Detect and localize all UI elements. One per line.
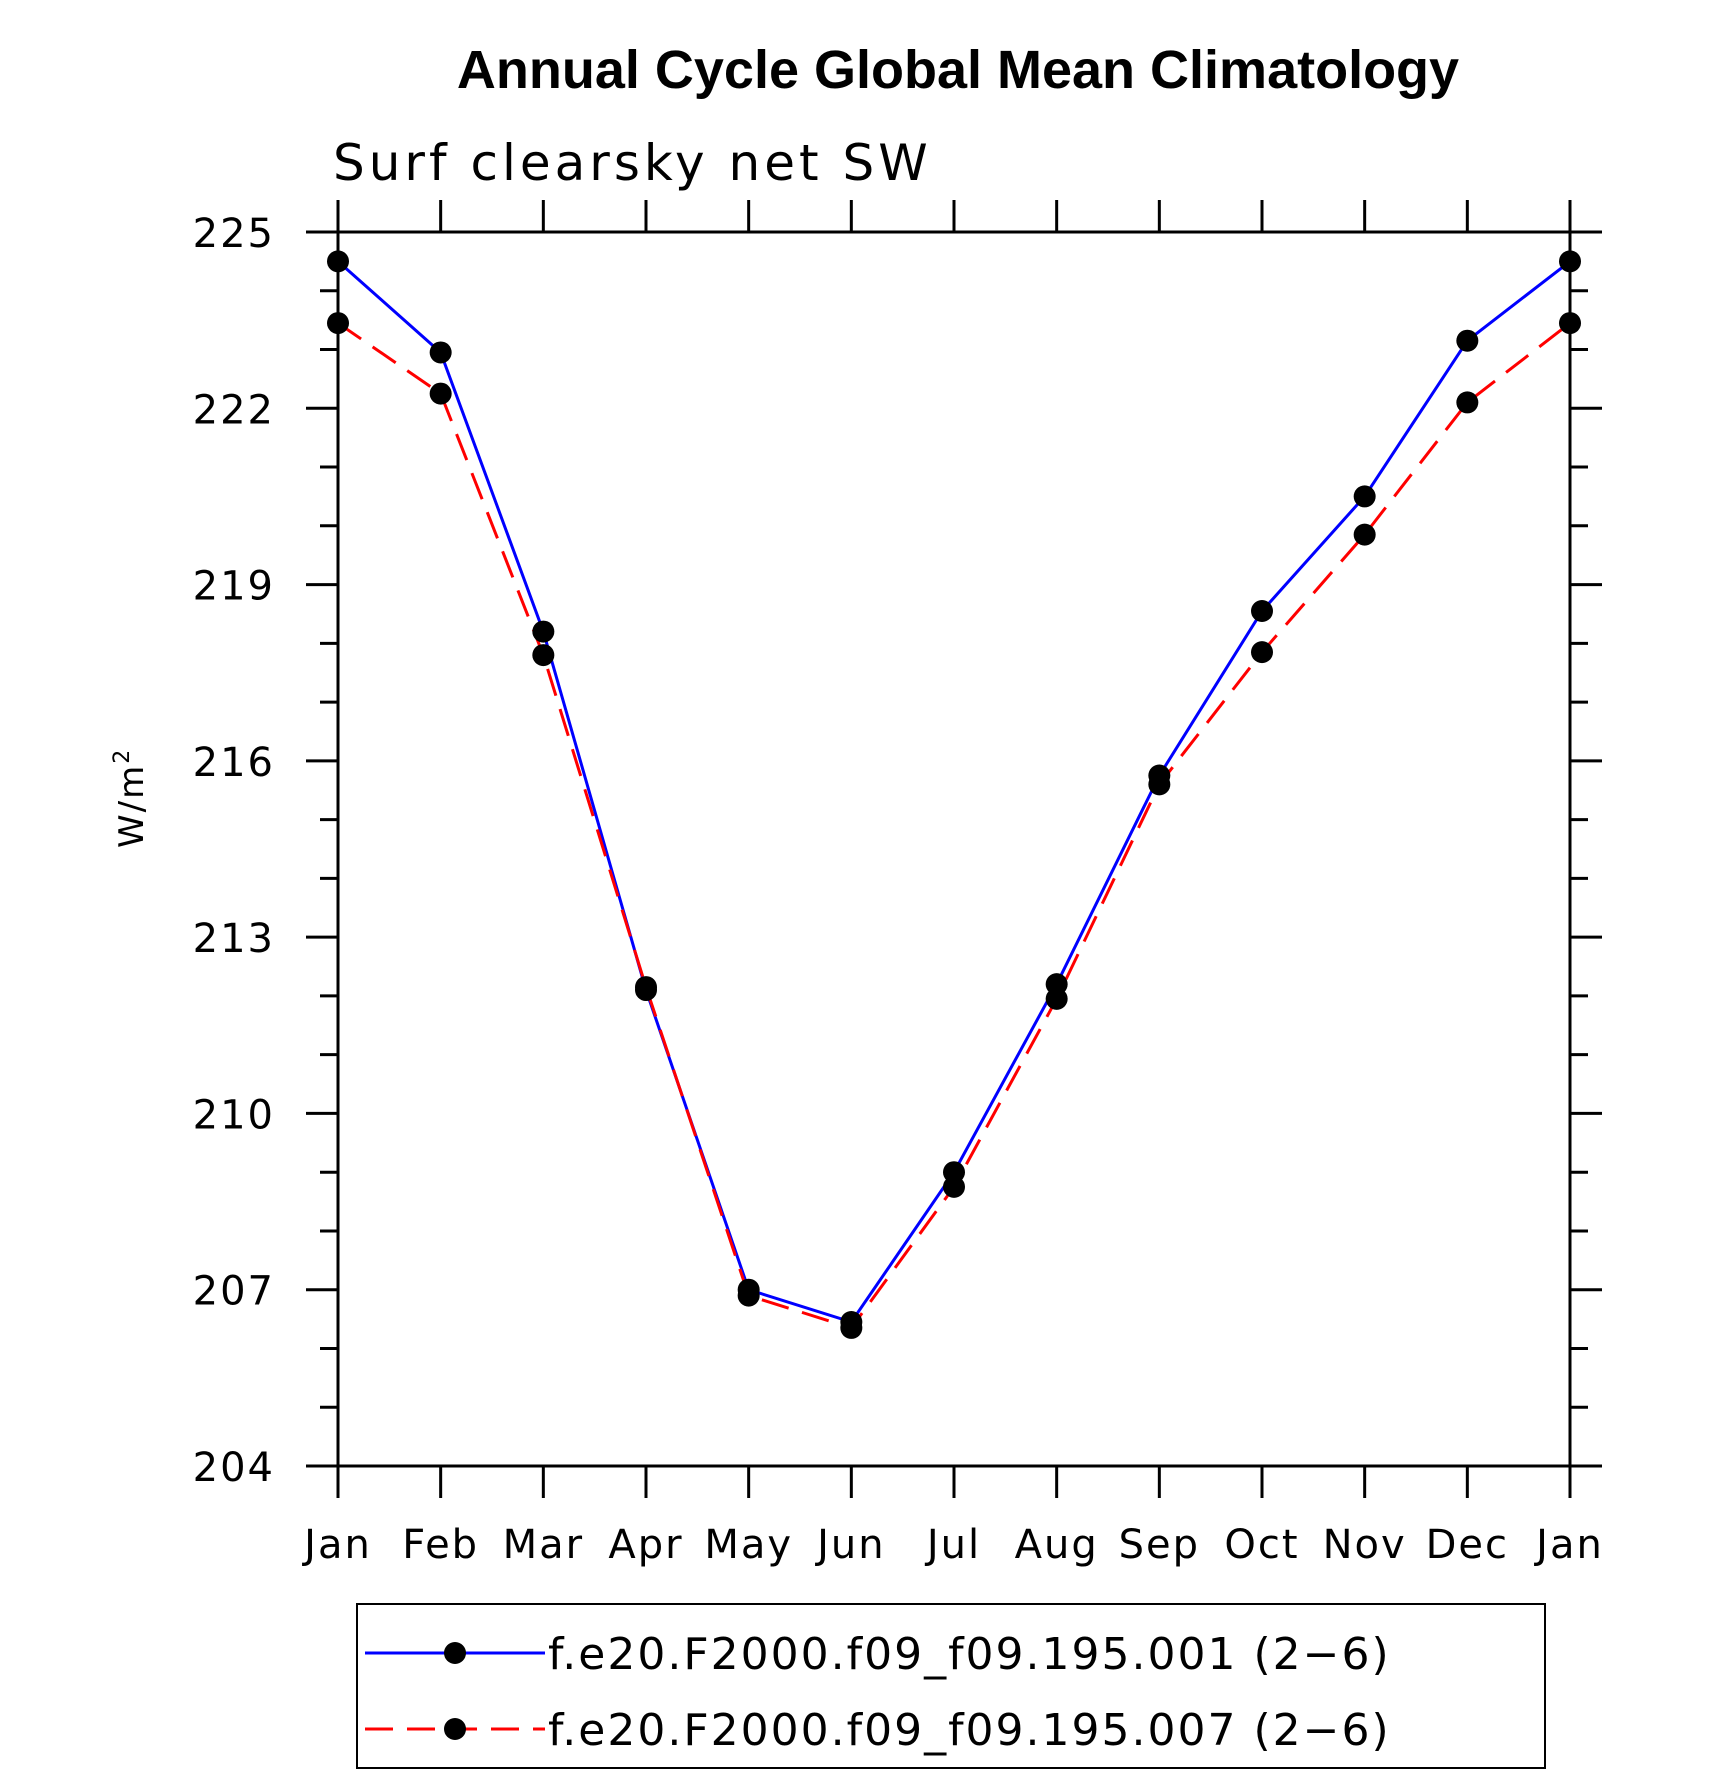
data-point [1559,250,1581,273]
chart-subtitle: Surf clearsky net SW [333,134,932,192]
series-2-markers [327,312,1581,1339]
legend-box [356,1603,1546,1769]
x-tick-label: Jan [1533,1522,1604,1568]
series-layer [327,250,1581,1339]
y-tick-label: 207 [193,1269,275,1315]
legend-label: f.e20.F2000.f09_f09.195.001 (2−6) [548,1629,1391,1680]
y-tick-label: 210 [193,1092,275,1138]
data-point [840,1316,863,1339]
data-point [1045,987,1068,1010]
y-tick-label: 216 [193,740,275,786]
x-tick-label: May [704,1522,793,1568]
data-point [1353,523,1376,546]
data-point [429,382,452,405]
y-axis-label-text: W/m [112,764,152,848]
data-point [635,976,657,999]
x-tick-label: Aug [1015,1522,1099,1568]
data-point [327,250,349,273]
x-tick-label: Apr [608,1522,683,1568]
x-tick-label: Mar [503,1522,584,1568]
x-tick-label: Sep [1119,1522,1200,1568]
x-tick-label: Nov [1323,1522,1407,1568]
x-tick-label: Dec [1426,1522,1509,1568]
x-tick-label: Feb [402,1522,479,1568]
x-tick-label: Jul [924,1522,981,1568]
data-point [943,1175,965,1198]
data-point [532,644,555,667]
data-point [737,1284,760,1307]
series-1-markers [327,250,1581,1334]
legend-label: f.e20.F2000.f09_f09.195.007 (2−6) [548,1705,1391,1756]
data-point [1251,600,1273,623]
y-tick-label: 204 [193,1445,275,1491]
y-tick-label: 219 [193,564,275,610]
chart-title: Annual Cycle Global Mean Climatology [457,40,1459,100]
data-point [1251,641,1273,664]
y-axis-label: W/m2 [110,748,152,848]
data-point [327,312,349,335]
x-tick-label: Jun [814,1522,886,1568]
data-point [1353,485,1376,508]
data-point [1456,329,1479,352]
data-point [1148,773,1171,796]
y-tick-label: 225 [193,211,275,257]
data-point [429,341,452,364]
legend-marker [444,1718,466,1740]
plot-frame [336,230,1572,1468]
y-tick-label: 213 [193,916,275,962]
x-tick-label: Jan [301,1522,372,1568]
axes: 204 207 210 213 216 219 222 225 Jan Feb Mar Apr May J… [193,200,1604,1568]
legend-marker [444,1642,466,1664]
y-tick-label: 222 [193,387,275,433]
data-point [1559,312,1581,335]
data-point [532,620,555,643]
y-axis-label-superscript: 2 [110,748,135,764]
legend: f.e20.F2000.f09_f09.195.001 (2−6) f.e20.F… [356,1603,1546,1769]
data-point [1456,391,1479,414]
x-tick-label: Oct [1224,1522,1299,1568]
